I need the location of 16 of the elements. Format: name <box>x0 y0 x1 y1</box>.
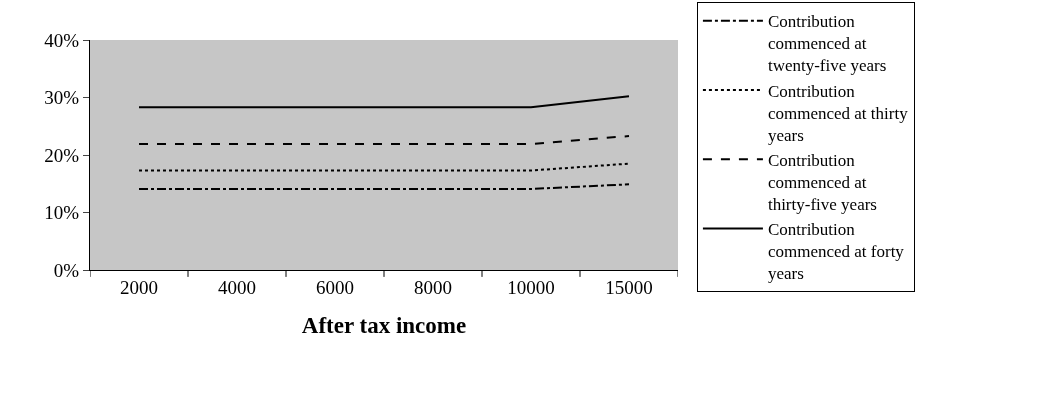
x-tick-label: 8000 <box>414 276 452 298</box>
y-tick-label: 0% <box>53 259 80 281</box>
y-tick-label: 20% <box>44 144 80 166</box>
x-tick-label: 6000 <box>316 276 354 298</box>
y-tick-label: 30% <box>44 87 80 109</box>
x-axis-title: After tax income <box>301 313 467 339</box>
y-tick-label: 40% <box>44 29 80 51</box>
legend-label: Contribution commenced at forty years <box>767 220 905 284</box>
x-tick-label: 4000 <box>218 276 256 298</box>
legend-label: Contribution commenced at thirty-five years <box>767 150 877 215</box>
x-tick-label: 15000 <box>605 276 653 298</box>
x-tick-label: 2000 <box>120 276 158 298</box>
legend-label: Contribution commenced at thirty years <box>767 81 909 145</box>
y-tick-label: 10% <box>44 202 80 224</box>
x-tick-label: 10000 <box>507 276 555 298</box>
legend-label: Contribution commenced at twenty-five years <box>767 12 887 76</box>
